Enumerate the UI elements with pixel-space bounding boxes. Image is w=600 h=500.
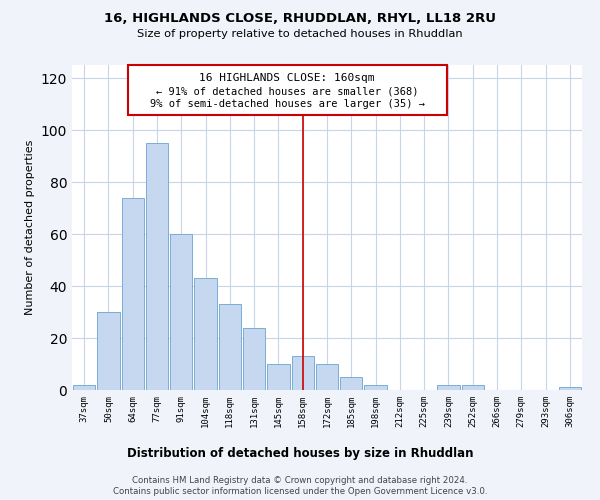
Text: ← 91% of detached houses are smaller (368): ← 91% of detached houses are smaller (36…: [156, 86, 418, 96]
Bar: [146, 143, 168, 390]
Bar: [267, 364, 290, 390]
Bar: [292, 356, 314, 390]
Text: Size of property relative to detached houses in Rhuddlan: Size of property relative to detached ho…: [137, 29, 463, 39]
Bar: [97, 312, 119, 390]
Text: Contains HM Land Registry data © Crown copyright and database right 2024.: Contains HM Land Registry data © Crown c…: [132, 476, 468, 485]
Y-axis label: Number of detached properties: Number of detached properties: [25, 140, 35, 315]
Text: 9% of semi-detached houses are larger (35) →: 9% of semi-detached houses are larger (3…: [150, 99, 425, 109]
Bar: [218, 304, 241, 390]
Bar: [73, 385, 95, 390]
Bar: [340, 377, 362, 390]
Bar: [364, 385, 387, 390]
Text: 16 HIGHLANDS CLOSE: 160sqm: 16 HIGHLANDS CLOSE: 160sqm: [199, 73, 375, 83]
Bar: [194, 278, 217, 390]
Bar: [170, 234, 193, 390]
Text: Distribution of detached houses by size in Rhuddlan: Distribution of detached houses by size …: [127, 448, 473, 460]
Bar: [559, 388, 581, 390]
Bar: [243, 328, 265, 390]
Bar: [461, 385, 484, 390]
Bar: [316, 364, 338, 390]
Text: 16, HIGHLANDS CLOSE, RHUDDLAN, RHYL, LL18 2RU: 16, HIGHLANDS CLOSE, RHUDDLAN, RHYL, LL1…: [104, 12, 496, 26]
Bar: [122, 198, 144, 390]
Bar: [437, 385, 460, 390]
FancyBboxPatch shape: [128, 65, 447, 116]
Text: Contains public sector information licensed under the Open Government Licence v3: Contains public sector information licen…: [113, 488, 487, 496]
